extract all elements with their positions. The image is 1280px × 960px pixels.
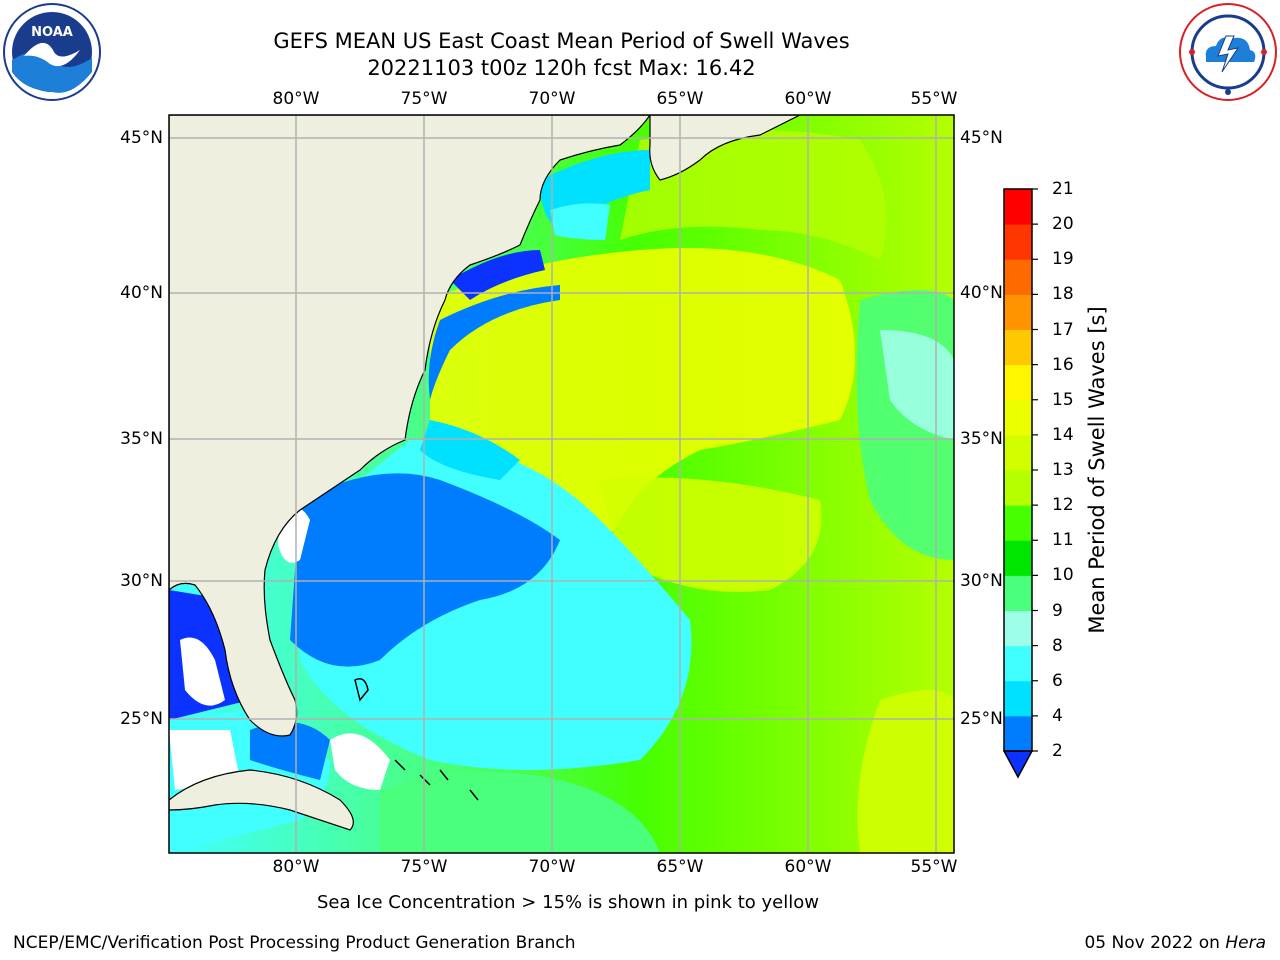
map-frame (168, 114, 955, 854)
colorbar-tick-label: 21 (1052, 179, 1074, 199)
credit-branch: NCEP/EMC/Verification Post Processing Pr… (13, 933, 576, 953)
lat-tick-left: 25°N (120, 709, 163, 729)
colorbar-label: Mean Period of Swell Waves [s] (1085, 306, 1109, 634)
colorbar-tick-label: 6 (1052, 670, 1063, 691)
graticule (169, 115, 954, 853)
lon-tick-bottom: 65°W (656, 857, 704, 877)
swell-low-blue (290, 473, 560, 667)
lon-tick-top: 60°W (784, 89, 832, 109)
colorbar-tick-label: 16 (1052, 354, 1074, 375)
lat-tick-left: 45°N (120, 128, 163, 148)
swell-se-corner (857, 690, 954, 853)
land-cuba (169, 769, 354, 831)
lon-tick-bottom: 80°W (272, 857, 320, 877)
credit-host: Hera (1225, 933, 1266, 953)
colorbar-tick-label: 12 (1052, 495, 1074, 516)
page-subtitle: 20221103 t00z 120h fcst Max: 16.42 (367, 56, 756, 80)
sea-ice-note: Sea Ice Concentration > 15% is shown in … (317, 892, 819, 913)
noaa-logo-icon: NOAA (3, 3, 101, 101)
lat-tick-right: 25°N (960, 709, 1003, 729)
colorbar-tick-label: 11 (1052, 530, 1074, 551)
colorbar-segment (1004, 434, 1032, 471)
lon-tick-top: 70°W (528, 89, 576, 109)
colorbar-tick-label: 2 (1052, 741, 1063, 761)
colorbar-segment (1004, 680, 1032, 717)
colorbar-segment (1004, 259, 1032, 295)
colorbar-tick-label: 17 (1052, 319, 1074, 340)
colorbar-extend-low (1002, 750, 1034, 779)
lon-tick-top: 55°W (910, 89, 958, 109)
colorbar-segment (1004, 329, 1032, 366)
swell-lowest-nj (450, 250, 545, 300)
credit-date-text: 05 Nov 2022 on (1084, 933, 1226, 953)
swell-core-mid (600, 477, 822, 592)
colorbar-segment (1004, 294, 1032, 330)
svg-text:NOAA: NOAA (31, 25, 73, 40)
colorbar-tick-label: 18 (1052, 284, 1074, 305)
colorbar-tick-label: 10 (1052, 565, 1074, 586)
colorbar-segment (1004, 399, 1032, 436)
colorbar-segment (1004, 470, 1032, 506)
colorbar-tick-label: 15 (1052, 389, 1074, 410)
colorbar-tick-label: 8 (1052, 635, 1063, 656)
lat-tick-left: 40°N (120, 283, 163, 303)
lon-tick-top: 65°W (656, 89, 704, 109)
lon-tick-top: 80°W (272, 89, 320, 109)
land-us (169, 115, 651, 737)
colorbar-tick-label: 9 (1052, 600, 1063, 621)
colorbar-segment (1004, 715, 1032, 752)
colorbar-tick-label: 4 (1052, 705, 1063, 726)
nws-logo-icon (1179, 3, 1277, 101)
lon-tick-bottom: 55°W (910, 857, 958, 877)
colorbar-segment (1004, 505, 1032, 541)
land-canada (649, 115, 801, 181)
colorbar-segment (1004, 224, 1032, 260)
colorbar (1002, 188, 1038, 779)
colorbar-segment (1004, 540, 1032, 576)
colorbar-segment (1004, 575, 1032, 611)
credit-date: 05 Nov 2022 on Hera (1084, 933, 1266, 953)
colorbar-segment (1004, 189, 1032, 225)
lat-tick-right: 40°N (960, 283, 1003, 303)
colorbar-tick-label: 14 (1052, 424, 1074, 445)
lat-tick-right: 45°N (960, 128, 1003, 148)
lat-tick-left: 30°N (120, 571, 163, 591)
colorbar-segment (1004, 364, 1032, 401)
colorbar-segment (1004, 610, 1032, 647)
lat-tick-left: 35°N (120, 429, 163, 449)
swell-core-high (430, 248, 855, 540)
lat-tick-right: 30°N (960, 571, 1003, 591)
colorbar-tick-label: 19 (1052, 249, 1074, 270)
land-islands (354, 678, 479, 801)
lat-tick-right: 35°N (960, 429, 1003, 449)
lon-tick-bottom: 60°W (784, 857, 832, 877)
lon-tick-bottom: 75°W (400, 857, 448, 877)
lon-tick-top: 75°W (400, 89, 448, 109)
colorbar-tick-label: 20 (1052, 214, 1074, 235)
page-title: GEFS MEAN US East Coast Mean Period of S… (273, 29, 850, 53)
colorbar-segment (1004, 645, 1032, 682)
lon-tick-bottom: 70°W (528, 857, 576, 877)
colorbar-tick-label: 13 (1052, 460, 1074, 480)
